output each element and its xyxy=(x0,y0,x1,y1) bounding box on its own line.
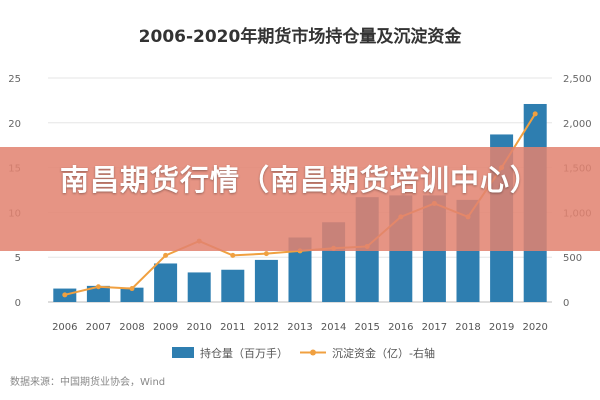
right-tick-label: 2,000 xyxy=(563,119,592,130)
left-tick-label: 25 xyxy=(8,74,21,85)
x-axis: 2006 2007 2008 2009 2010 2011 2012 2013 2014 2015… xyxy=(52,322,548,333)
legend: 持仓量（百万手） 沉淀资金（亿）-右轴 xyxy=(172,346,435,360)
line-point xyxy=(62,292,68,298)
left-tick-label: 5 xyxy=(15,253,21,264)
x-tick-label: 2012 xyxy=(254,322,279,333)
x-tick-label: 2010 xyxy=(186,322,211,333)
left-tick-label: 20 xyxy=(8,119,21,130)
line-point xyxy=(230,252,236,258)
line-point xyxy=(129,286,135,292)
x-tick-label: 2014 xyxy=(321,322,346,333)
bar xyxy=(120,287,144,302)
x-tick-label: 2018 xyxy=(455,322,480,333)
source-note: 数据来源：中国期货业协会，Wind xyxy=(10,375,165,388)
legend-label-line: 沉淀资金（亿）-右轴 xyxy=(332,346,435,360)
line-point xyxy=(263,251,269,257)
chart-title: 2006-2020年期货市场持仓量及沉淀资金 xyxy=(139,26,463,47)
x-tick-label: 2015 xyxy=(354,322,379,333)
legend-swatch-marker xyxy=(310,349,316,356)
left-tick-label: 0 xyxy=(15,298,21,309)
x-tick-label: 2020 xyxy=(522,322,547,333)
right-tick-label: 500 xyxy=(563,253,582,264)
x-tick-label: 2009 xyxy=(153,322,178,333)
x-tick-label: 2008 xyxy=(119,322,144,333)
line-point xyxy=(95,284,101,290)
legend-label-bar: 持仓量（百万手） xyxy=(200,346,288,360)
bar xyxy=(288,237,312,302)
banner-title: 南昌期货行情（南昌期货培训中心） xyxy=(60,163,541,197)
right-tick-label: 2,500 xyxy=(563,74,592,85)
x-tick-label: 2006 xyxy=(52,322,77,333)
bar xyxy=(221,269,245,302)
bar xyxy=(187,272,211,302)
overlay-banner xyxy=(0,147,600,251)
legend-swatch-bar xyxy=(172,347,194,358)
x-tick-label: 2019 xyxy=(489,322,514,333)
bar xyxy=(86,285,110,302)
x-tick-label: 2016 xyxy=(388,322,413,333)
x-tick-label: 2013 xyxy=(287,322,312,333)
bar xyxy=(254,259,278,302)
x-tick-label: 2017 xyxy=(422,322,447,333)
line-point xyxy=(163,252,169,258)
right-tick-label: 0 xyxy=(563,298,569,309)
line-point xyxy=(532,111,538,117)
x-tick-label: 2011 xyxy=(220,322,245,333)
bar xyxy=(154,263,178,302)
x-tick-label: 2007 xyxy=(86,322,111,333)
